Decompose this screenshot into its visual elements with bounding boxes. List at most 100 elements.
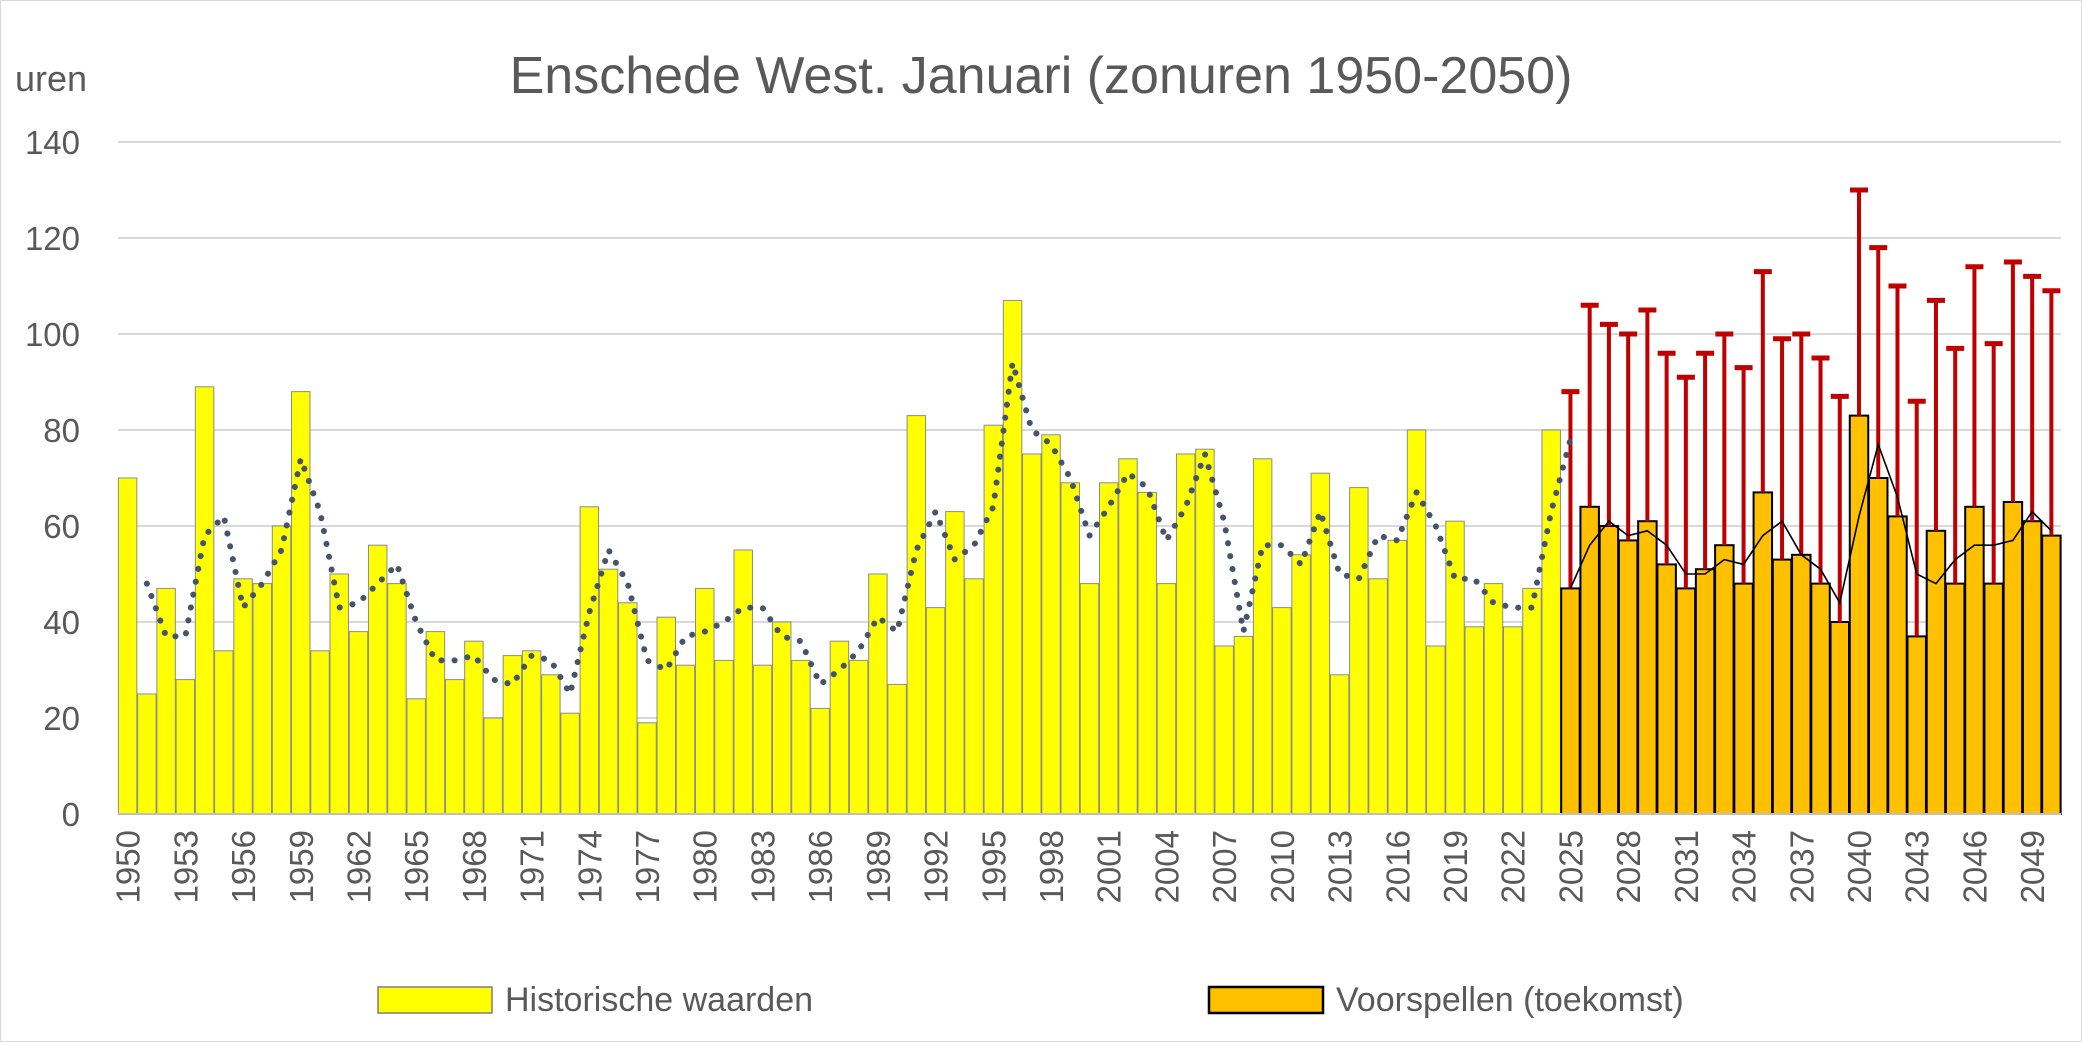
bar-historisch-1980	[695, 587, 715, 815]
x-tick-label-2010: 2010	[1264, 830, 1301, 903]
bar-historisch-2023	[1522, 587, 1542, 815]
chart-title: Enschede West. Januari (zonuren 1950-205…	[510, 47, 1573, 105]
bar-historisch-1995	[983, 424, 1004, 815]
bar-historisch-2010	[1272, 607, 1292, 815]
bar-historisch-1956	[233, 578, 253, 815]
x-tick-label-2022: 2022	[1495, 830, 1532, 903]
x-tick-label-1965: 1965	[398, 830, 435, 903]
y-tick-label-40: 40	[43, 604, 80, 641]
bar-historisch-1990	[887, 683, 907, 815]
bar-voorspelling-2034	[1733, 582, 1754, 815]
x-tick-label-1977: 1977	[629, 830, 666, 903]
legend-label-voorspellen: Voorspellen (toekomst)	[1336, 981, 1684, 1019]
bar-historisch-1977	[637, 722, 657, 815]
y-tick-label-60: 60	[43, 508, 80, 545]
bar-historisch-1959	[291, 391, 311, 815]
bar-historisch-1960	[310, 650, 330, 815]
bar-historisch-2018	[1426, 645, 1446, 815]
bar-historisch-1969	[483, 717, 503, 815]
legend-swatch-historisch	[377, 986, 493, 1014]
bar-historisch-2004	[1156, 583, 1177, 815]
bar-historisch-1997	[1022, 453, 1042, 815]
bar-historisch-1976	[618, 602, 638, 815]
bar-voorspelling-2033	[1714, 544, 1735, 815]
y-tick-label-80: 80	[43, 412, 80, 449]
bar-historisch-2014	[1349, 487, 1369, 815]
bar-historisch-1982	[733, 549, 753, 815]
bar-historisch-1994	[964, 578, 984, 815]
bar-voorspelling-2030	[1656, 563, 1677, 816]
bar-historisch-1974	[579, 506, 600, 815]
bar-historisch-1962	[348, 631, 369, 815]
bar-voorspelling-2025	[1560, 587, 1581, 816]
x-tick-label-1950: 1950	[110, 830, 147, 903]
x-tick-label-1974: 1974	[571, 830, 608, 903]
bar-historisch-2002	[1118, 458, 1138, 815]
x-tick-label-1986: 1986	[802, 830, 839, 903]
legend: Historische waarden Voorspellen (toekoms…	[377, 981, 1684, 1019]
bar-historisch-2020	[1464, 626, 1484, 815]
bar-voorspelling-2044	[1925, 529, 1947, 815]
bar-historisch-1978	[656, 616, 677, 815]
bar-voorspelling-2047	[1983, 582, 2004, 815]
x-tick-label-2019: 2019	[1437, 830, 1474, 903]
x-tick-label-2028: 2028	[1610, 830, 1647, 903]
x-tick-label-2001: 2001	[1091, 830, 1128, 903]
x-tick-label-1980: 1980	[687, 830, 724, 903]
bar-historisch-1957	[252, 583, 273, 815]
x-tick-label-2034: 2034	[1726, 830, 1763, 903]
x-tick-label-1992: 1992	[918, 830, 955, 903]
bar-historisch-2016	[1387, 539, 1408, 815]
bar-historisch-2012	[1310, 472, 1331, 815]
y-tick-label-120: 120	[25, 220, 80, 257]
bar-historisch-2005	[1175, 453, 1196, 815]
bar-historisch-1967	[444, 679, 465, 815]
x-tick-label-1971: 1971	[514, 830, 551, 903]
bar-historisch-1951	[137, 693, 157, 815]
bar-historisch-1999	[1060, 482, 1080, 815]
bar-voorspelling-2031	[1675, 587, 1697, 816]
x-tick-label-2046: 2046	[1956, 830, 1993, 903]
bar-voorspelling-2037	[1791, 553, 1812, 815]
x-tick-label-1956: 1956	[225, 830, 262, 903]
bar-historisch-1981	[714, 659, 734, 815]
trend-line-voorspelling	[1569, 441, 2052, 605]
bar-historisch-2009	[1252, 458, 1273, 815]
bar-voorspelling-2040	[1848, 414, 1870, 815]
bar-historisch-1968	[464, 640, 484, 815]
bar-voorspelling-2050	[2041, 534, 2062, 815]
bar-historisch-2022	[1502, 626, 1523, 815]
bar-historisch-1991	[906, 415, 927, 815]
bar-historisch-2021	[1483, 583, 1504, 815]
legend-swatch-voorspellen	[1207, 985, 1325, 1015]
x-tick-label-2016: 2016	[1379, 830, 1416, 903]
error-bars	[1561, 187, 2061, 637]
bar-voorspelling-2026	[1579, 505, 1600, 815]
bar-historisch-1986	[810, 707, 830, 815]
bar-voorspelling-2038	[1810, 582, 1831, 815]
bar-voorspelling-2035	[1752, 491, 1774, 815]
x-tick-label-1995: 1995	[975, 830, 1012, 903]
bar-historisch-1964	[387, 583, 407, 815]
y-tick-label-0: 0	[62, 796, 80, 833]
x-tick-label-1968: 1968	[456, 830, 493, 903]
bar-historisch-1992	[925, 607, 946, 815]
bar-historisch-1954	[194, 386, 215, 815]
y-tick-label-140: 140	[25, 124, 80, 161]
bar-voorspelling-2049	[2021, 520, 2043, 815]
bar-voorspelling-2028	[1617, 539, 1639, 816]
legend-label-historisch: Historische waarden	[505, 981, 813, 1019]
bar-historisch-1989	[868, 573, 888, 815]
bar-historisch-2000	[1079, 583, 1100, 815]
x-tick-label-2040: 2040	[1841, 830, 1878, 903]
bar-historisch-2024	[1541, 429, 1561, 815]
x-tick-label-2004: 2004	[1148, 830, 1185, 903]
x-tick-label-2025: 2025	[1552, 830, 1589, 903]
x-tick-label-1959: 1959	[283, 830, 320, 903]
bar-historisch-1963	[367, 544, 388, 815]
bar-historisch-1984	[771, 621, 792, 815]
bar-historisch-1950	[117, 477, 138, 815]
bar-historisch-1973	[560, 712, 580, 815]
bar-historisch-1988	[848, 659, 869, 815]
x-tick-label-1998: 1998	[1033, 830, 1070, 903]
